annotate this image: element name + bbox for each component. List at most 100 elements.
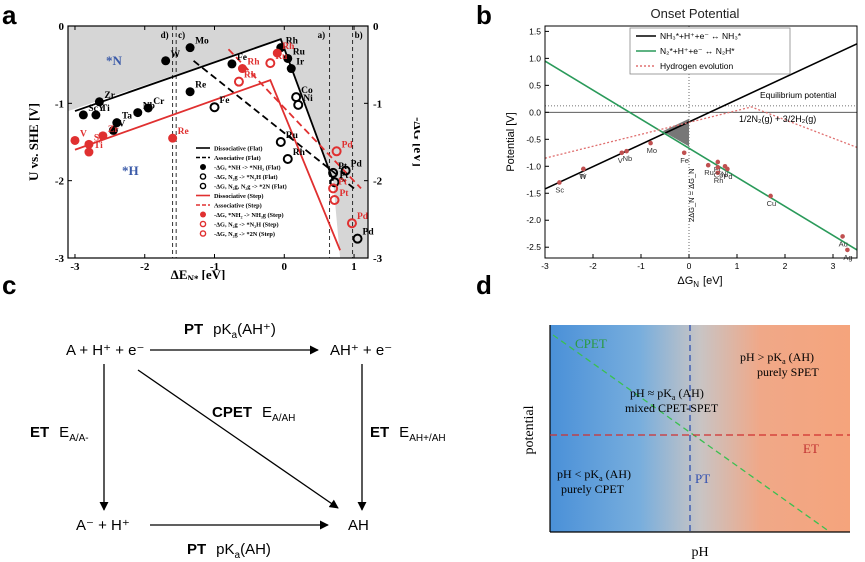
metal-point <box>845 247 850 253</box>
label-et-left: ET EA/A- <box>30 424 89 444</box>
y-tick-label: 0.5 <box>529 80 541 90</box>
metal-point <box>648 140 653 146</box>
data-point <box>237 64 247 74</box>
metal-point <box>681 150 687 156</box>
legend-swatch <box>199 230 207 237</box>
right-region-line2: purely SPET <box>757 365 819 379</box>
x-tick-label: -3 <box>70 261 80 273</box>
data-point-ring <box>328 167 339 178</box>
legend-swatch <box>199 173 207 180</box>
point-label: Ru <box>286 131 299 141</box>
cpet-line <box>552 334 831 533</box>
data-point-ring <box>340 165 351 176</box>
data-point-ring <box>233 76 244 87</box>
point-label: Rh <box>293 148 306 158</box>
species-top-left: A + H⁺ + e⁻ <box>66 342 144 359</box>
point-label: V <box>118 119 125 129</box>
cpet-label: CPET <box>575 336 607 351</box>
panel-label-d: d <box>476 270 492 300</box>
data-point-ring <box>293 99 304 110</box>
legend-swatch <box>199 220 207 228</box>
metal-point <box>840 234 845 239</box>
point-label: Rh <box>286 37 299 47</box>
equilibrium-label: Equilibrium potential <box>760 90 837 100</box>
metal-point <box>715 170 721 176</box>
point-label: ScY <box>88 104 105 114</box>
left-region-line2: purely CPET <box>561 482 625 496</box>
plot-frame <box>67 25 369 259</box>
y-tick-label: -2.0 <box>526 215 541 225</box>
y-tick-label: -1.0 <box>526 161 541 171</box>
data-point-ring <box>328 183 339 194</box>
legend-swatch <box>200 164 206 170</box>
label-cpet: CPET EA/AH <box>212 404 295 424</box>
y-tick-label: 1.0 <box>529 53 541 63</box>
legend-swatch <box>199 182 207 190</box>
y-tick-label: -3 <box>55 253 65 265</box>
legend-swatch <box>200 211 206 218</box>
mid-region-line2: mixed CPET-SPET <box>625 401 719 415</box>
species-bottom-left: A⁻ + H⁺ <box>76 517 130 534</box>
metal-label: Cu <box>767 199 777 208</box>
point-label: Fe <box>220 96 230 106</box>
x-tick-label: 1 <box>735 261 740 271</box>
x-tick-label: -3 <box>541 261 549 271</box>
panel-label-a: a <box>2 0 17 30</box>
series-line <box>74 78 341 251</box>
plot-frame <box>544 25 858 259</box>
species-bottom-right: AH <box>348 517 369 534</box>
data-point-ring <box>265 58 276 69</box>
point-label: Mo <box>195 37 209 47</box>
label-pt-bottom: PT pKa(AH) <box>187 541 271 561</box>
metal-point <box>624 148 629 154</box>
x-tick-label: -1 <box>637 261 645 271</box>
y-axis-label: Potential [V] <box>505 112 517 171</box>
y-tick-label-right: -2 <box>373 176 383 188</box>
point-label: Rh <box>247 58 260 68</box>
region-label-n: *N <box>106 53 123 68</box>
x-tick-label: -2 <box>140 261 150 273</box>
metal-point <box>705 162 711 168</box>
point-label: Rh <box>244 71 257 81</box>
point-label: Nb <box>143 102 155 112</box>
metal-point <box>715 165 721 170</box>
data-point <box>94 97 104 107</box>
data-point <box>185 43 195 53</box>
legend-n2h: N₂*+H⁺+e⁻ ↔ N₂H* <box>660 46 735 56</box>
legend: NH₃*+H⁺+e⁻ ↔ NH₃* N₂*+H⁺+e⁻ ↔ N₂H* Hydro… <box>629 27 791 75</box>
legend-entry: -ΔG, N₂g -> *N₂H (Step) <box>214 222 279 229</box>
x-tick-label: 3 <box>831 261 836 271</box>
metal-label: Pd <box>723 172 732 181</box>
pt-label: PT <box>695 471 710 486</box>
series-line <box>544 106 858 159</box>
metal-label: Sc <box>555 185 564 194</box>
point-label: W <box>171 50 181 60</box>
metal-point <box>619 150 625 156</box>
metal-label: Ru <box>704 168 714 177</box>
point-label: Ta <box>122 112 132 122</box>
data-point <box>161 56 171 66</box>
panel-a-chart: d) c) a) b) MoW FeRhRuIrReZrCrNbTaScYTiVFeCo… <box>26 21 420 280</box>
legend-nh3: NH₃*+H⁺+e⁻ ↔ NH₃* <box>660 31 742 41</box>
legend-entry: Dissociative (Flat) <box>214 146 262 153</box>
ph-region-gradient <box>550 325 850 532</box>
chart-title: Onset Potential <box>651 6 740 21</box>
panel-label-b: b <box>476 0 492 30</box>
point-label: Rh <box>282 42 295 52</box>
vline-label: b) <box>355 30 363 40</box>
data-point <box>133 108 143 118</box>
point-label: Ir <box>296 58 305 68</box>
point-label: Cr <box>153 97 165 107</box>
panel-label-c: c <box>2 270 17 300</box>
point-label: Fe <box>237 53 247 63</box>
metal-label: Rh <box>714 176 724 185</box>
metal-point <box>725 166 730 172</box>
metal-label: Nb <box>623 154 633 163</box>
point-label: Pd <box>351 160 363 170</box>
legend-entry: Dissociative (Step) <box>214 193 264 200</box>
y-tick-label: -0.5 <box>526 134 541 144</box>
data-point-ring <box>209 102 220 113</box>
data-point <box>70 135 80 145</box>
data-point <box>108 125 118 135</box>
panel-d-chart: CPET ET PT pH > pKa (AH) purely SPET pH … <box>522 325 850 560</box>
